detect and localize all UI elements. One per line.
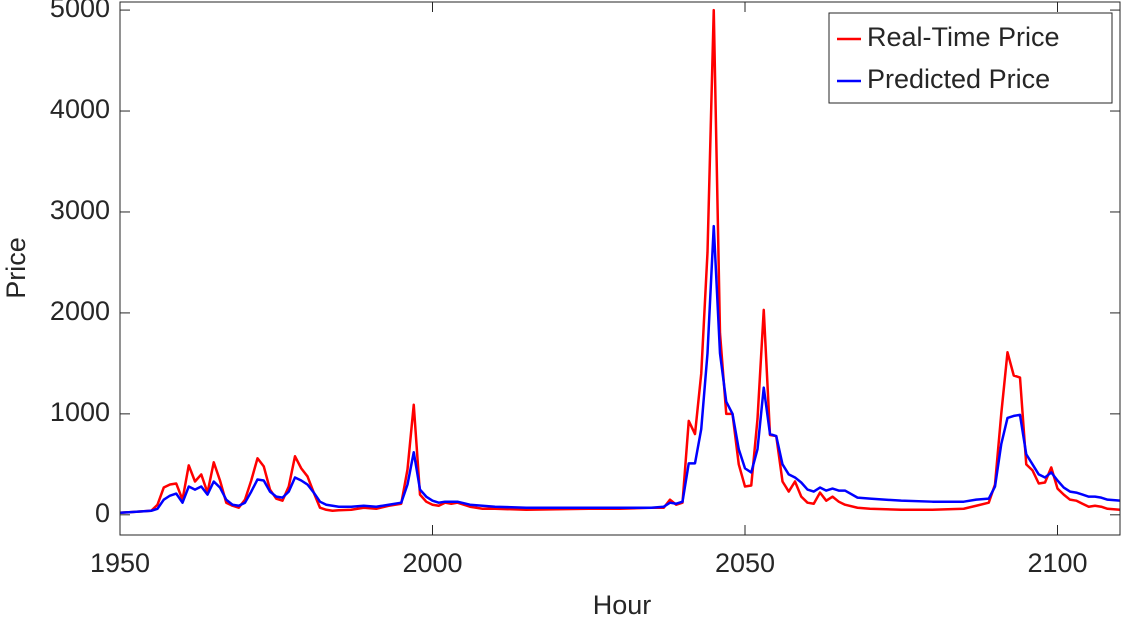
x-tick-label: 2000 [402, 548, 462, 578]
legend-label: Real-Time Price [867, 22, 1060, 52]
x-tick-label: 2050 [715, 548, 775, 578]
x-axis-label: Hour [593, 590, 652, 620]
y-tick-label: 0 [95, 498, 110, 528]
plot-frame [119, 1, 1121, 536]
legend-box [828, 12, 1113, 104]
series-line [119, 8, 1121, 515]
y-axis-label: Price [1, 237, 31, 299]
legend-label: Predicted Price [867, 64, 1050, 94]
series-line [119, 224, 1121, 515]
y-tick-label: 2000 [50, 296, 110, 326]
y-tick-label: 4000 [50, 94, 110, 124]
x-tick-label: 1950 [90, 548, 150, 578]
y-tick-label: 3000 [50, 195, 110, 225]
y-tick-label: 1000 [50, 397, 110, 427]
y-tick-label: 5000 [50, 0, 110, 23]
x-tick-label: 2100 [1027, 548, 1087, 578]
